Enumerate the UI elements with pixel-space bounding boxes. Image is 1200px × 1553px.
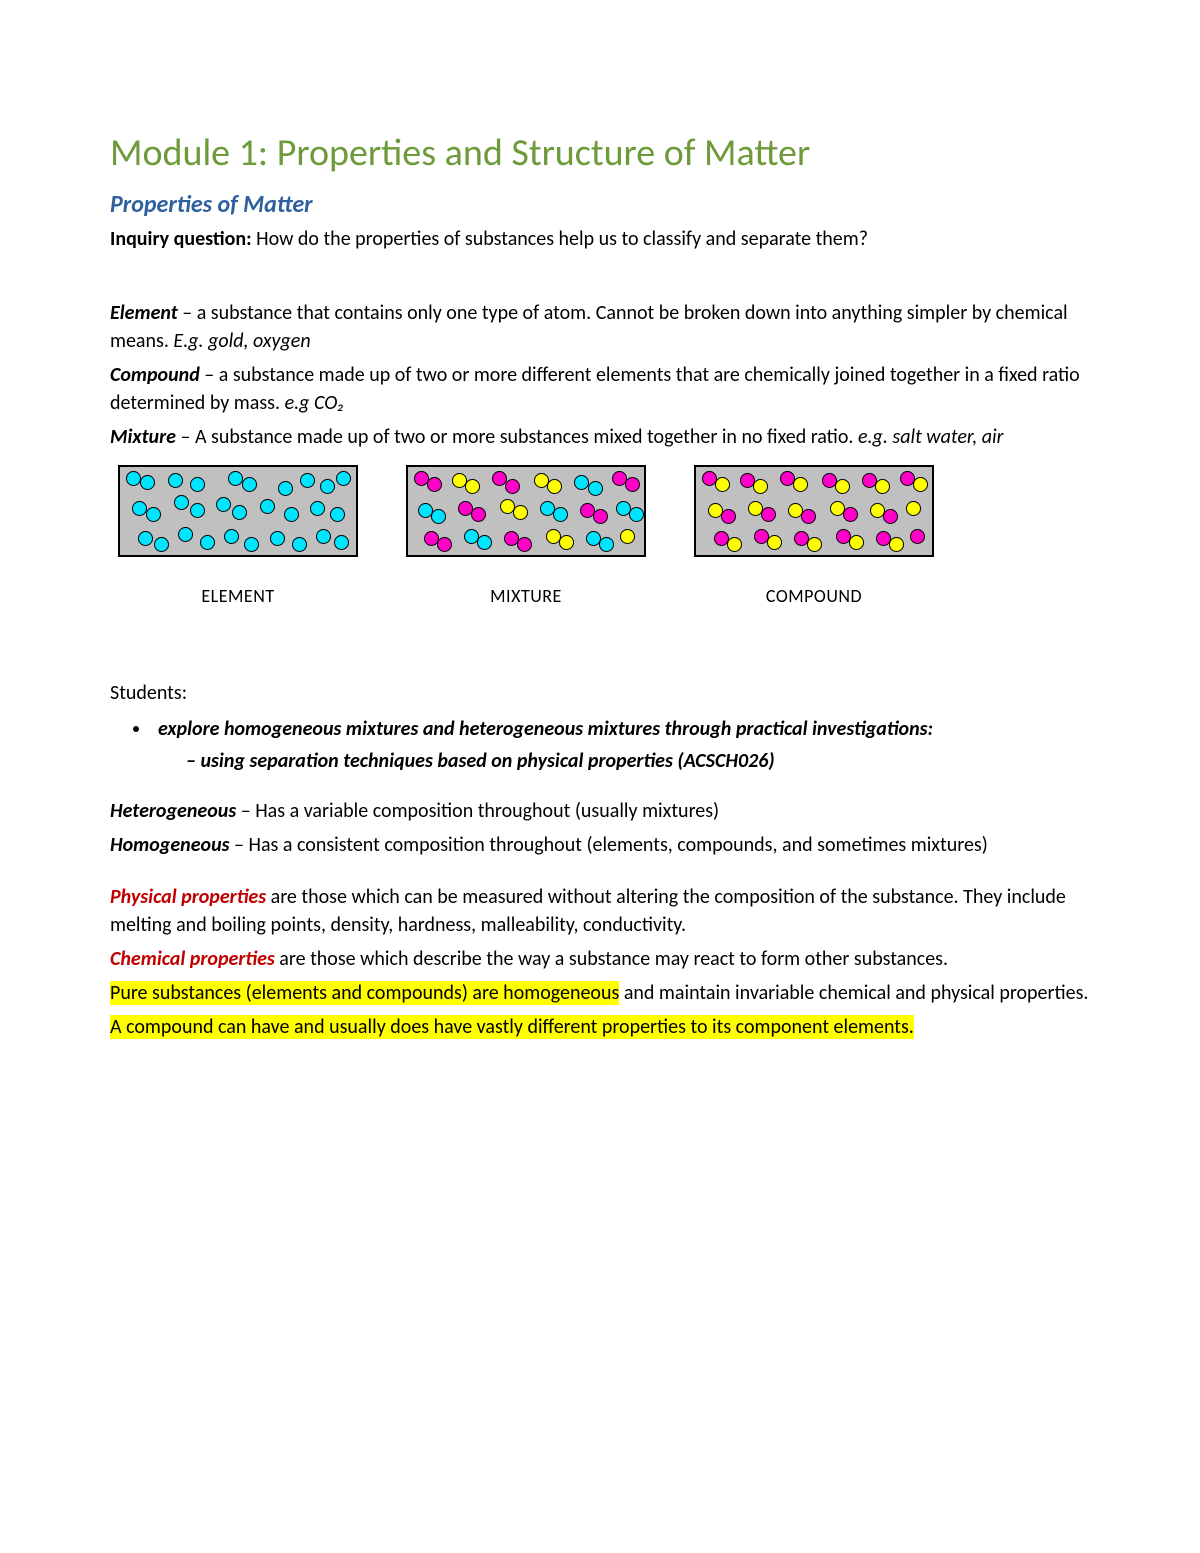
def-homo-body: – Has a consistent composition throughou… xyxy=(230,833,988,857)
inquiry-line: Inquiry question: How do the properties … xyxy=(110,225,1090,253)
pure-rest: and maintain invariable chemical and phy… xyxy=(619,981,1088,1005)
page-title: Module 1: Properties and Structure of Ma… xyxy=(110,130,1090,176)
bullet-list: explore homogeneous mixtures and heterog… xyxy=(110,713,1090,779)
pure-highlight: Pure substances (elements and compounds)… xyxy=(110,981,619,1005)
def-mixture-body: – A substance made up of two or more sub… xyxy=(176,425,858,449)
diagram-mixture-label: MIXTURE xyxy=(490,585,562,607)
diagram-row: ELEMENT MIXTURE COMPOUND xyxy=(110,465,1090,607)
bullet-sub-text: using separation techniques based on phy… xyxy=(200,749,774,773)
diagram-mixture: MIXTURE xyxy=(406,465,646,607)
def-compound-body: – a substance made up of two or more dif… xyxy=(110,363,1080,415)
inquiry-label: Inquiry question: xyxy=(110,227,252,251)
physical-properties: Physical properties are those which can … xyxy=(110,883,1090,939)
inquiry-text: How do the properties of substances help… xyxy=(252,227,868,251)
def-element: Element – a substance that contains only… xyxy=(110,299,1090,355)
def-mixture: Mixture – A substance made up of two or … xyxy=(110,423,1090,451)
diagram-element: ELEMENT xyxy=(118,465,358,607)
section-subtitle: Properties of Matter xyxy=(110,190,1090,219)
compound-highlight: A compound can have and usually does hav… xyxy=(110,1015,914,1039)
diagram-element-label: ELEMENT xyxy=(201,585,274,607)
students-label: Students: xyxy=(110,679,1090,707)
eg-element: E.g. gold, oxygen xyxy=(173,329,310,353)
def-homogeneous: Homogeneous – Has a consistent compositi… xyxy=(110,831,1090,859)
diagram-compound-box xyxy=(694,465,934,557)
term-mixture: Mixture xyxy=(110,425,176,449)
chemical-properties: Chemical properties are those which desc… xyxy=(110,945,1090,973)
term-compound: Compound xyxy=(110,363,200,387)
chemical-body: are those which describe the way a subst… xyxy=(275,947,948,971)
bullet-main-text: explore homogeneous mixtures and heterog… xyxy=(158,717,933,741)
diagram-mixture-box xyxy=(406,465,646,557)
bullet-sub-list: using separation techniques based on phy… xyxy=(158,747,1090,775)
diagram-compound-label: COMPOUND xyxy=(766,585,862,607)
def-hetero-body: – Has a variable composition throughout … xyxy=(236,799,719,823)
bullet-main: explore homogeneous mixtures and heterog… xyxy=(152,713,1090,779)
term-element: Element xyxy=(110,301,178,325)
def-heterogeneous: Heterogeneous – Has a variable compositi… xyxy=(110,797,1090,825)
eg-mixture: e.g. salt water, air xyxy=(858,425,1004,449)
pure-substances-line: Pure substances (elements and compounds)… xyxy=(110,979,1090,1007)
term-homogeneous: Homogeneous xyxy=(110,833,230,857)
term-chemical: Chemical properties xyxy=(110,947,275,971)
term-heterogeneous: Heterogeneous xyxy=(110,799,236,823)
term-physical: Physical properties xyxy=(110,885,266,909)
compound-properties-line: A compound can have and usually does hav… xyxy=(110,1013,1090,1041)
diagram-compound: COMPOUND xyxy=(694,465,934,607)
eg-compound: e.g CO₂ xyxy=(285,391,344,415)
diagram-element-box xyxy=(118,465,358,557)
bullet-sub: using separation techniques based on phy… xyxy=(186,747,1090,775)
def-compound: Compound – a substance made up of two or… xyxy=(110,361,1090,417)
